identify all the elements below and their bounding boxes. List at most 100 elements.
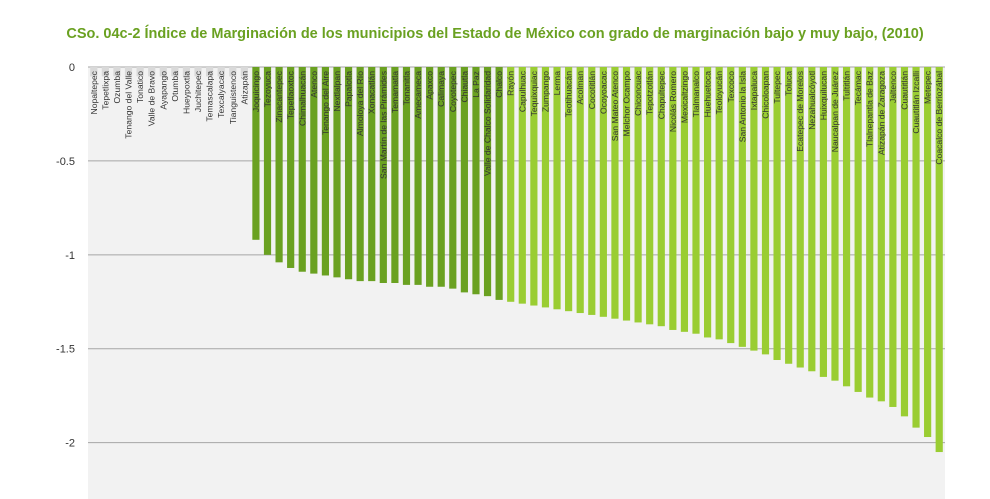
bar xyxy=(541,67,550,308)
bar xyxy=(576,67,584,314)
bar xyxy=(182,67,191,77)
category-label: Naucalpan de Juárez xyxy=(830,71,840,152)
category-label: Huixquilucan xyxy=(818,71,828,120)
bar xyxy=(321,67,330,276)
bar xyxy=(402,67,411,285)
category-label: Cuautitlán Izcalli xyxy=(911,71,921,134)
category-label: Chalco xyxy=(494,71,504,98)
category-label: San Mateo Atenco xyxy=(610,71,620,141)
bar xyxy=(912,67,920,428)
category-label: Valle de Bravo xyxy=(147,71,157,126)
bar xyxy=(900,67,909,417)
bar xyxy=(785,67,793,364)
bar xyxy=(333,67,341,278)
category-label: Atizapán xyxy=(239,71,249,105)
category-label: Mexicaltzingo xyxy=(679,71,689,123)
bar xyxy=(298,67,306,272)
category-label: Temamatla xyxy=(390,71,400,113)
category-label: La Paz xyxy=(471,71,481,98)
category-label: Chimalhuacán xyxy=(297,71,307,126)
bar xyxy=(252,67,260,240)
bar xyxy=(124,67,133,77)
bar xyxy=(206,67,214,77)
bar xyxy=(703,67,712,338)
category-label: Atizapán de Zaragoza xyxy=(876,71,886,155)
category-label: Ayapango xyxy=(158,71,168,110)
bar xyxy=(680,67,689,332)
category-label: San Martín de las Pirámides xyxy=(378,71,388,179)
bar xyxy=(391,67,399,283)
bar xyxy=(646,67,654,325)
category-label: Nicolás Romero xyxy=(668,71,678,132)
bar xyxy=(229,67,237,77)
bar xyxy=(877,67,885,402)
category-label: San Antonio la Isla xyxy=(737,71,747,142)
category-label: Cocotitlán xyxy=(587,71,597,109)
category-label: Chiconcuac xyxy=(633,70,643,116)
bar xyxy=(159,67,167,77)
bar xyxy=(935,67,943,453)
bar xyxy=(171,67,179,77)
category-label: Tlalmanalco xyxy=(691,71,701,118)
bar xyxy=(866,67,874,398)
bar xyxy=(750,67,758,351)
category-label: Ixtapaluca xyxy=(749,71,759,110)
bar xyxy=(263,67,272,255)
category-label: Capulhuac xyxy=(517,70,527,112)
y-tick-label: 0 xyxy=(69,62,75,74)
category-label: Atenco xyxy=(309,71,319,98)
category-label: Ozumba xyxy=(112,71,122,104)
category-label: Tequixquiac xyxy=(529,70,539,116)
bar xyxy=(460,67,468,293)
bar xyxy=(715,67,723,340)
bar xyxy=(889,67,897,407)
chart-title: CSo. 04c-2 Índice de Marginación de los … xyxy=(66,26,924,42)
category-label: Tenango del Valle xyxy=(124,71,134,139)
category-label: Almoloya del Río xyxy=(355,71,365,136)
bar xyxy=(808,67,816,372)
category-label: Tecámac xyxy=(853,70,863,105)
bar xyxy=(344,67,353,280)
category-label: Nopaltepec xyxy=(89,70,99,114)
category-label: Juchitepec xyxy=(193,70,203,112)
category-label: Coyotepec xyxy=(448,70,458,112)
bar xyxy=(437,67,445,287)
y-tick-label: -1.5 xyxy=(56,344,75,356)
category-label: Tezoyuca xyxy=(263,71,273,108)
category-label: Tonatico xyxy=(135,71,145,103)
category-label: Tonanitla xyxy=(401,71,411,106)
bar xyxy=(379,67,387,283)
bar xyxy=(924,67,932,438)
category-label: Rayón xyxy=(506,71,516,96)
category-label: Chiautla xyxy=(459,71,469,103)
category-label: Metepec xyxy=(923,70,933,104)
category-label: Jaltenco xyxy=(888,71,898,103)
category-label: Nezahualcóyotl xyxy=(807,71,817,130)
bar xyxy=(565,67,573,312)
bar xyxy=(773,67,781,361)
bar xyxy=(518,67,526,304)
category-label: Cuautitlán xyxy=(899,71,909,110)
bar xyxy=(194,67,202,77)
category-label: Valle de Chalco Solidaridad xyxy=(483,71,493,176)
plot-area xyxy=(88,67,945,499)
bar xyxy=(217,67,225,77)
bar xyxy=(761,67,770,355)
category-label: Texcalyacac xyxy=(216,70,226,118)
bar xyxy=(136,67,144,77)
category-label: Teotihuacán xyxy=(564,71,574,118)
category-label: Zinacantepec xyxy=(274,70,284,122)
bar xyxy=(553,67,561,310)
category-label: Chapultepec xyxy=(656,70,666,119)
category-label: Lerma xyxy=(552,71,562,96)
bar xyxy=(426,67,434,287)
category-label: Calimaya xyxy=(436,71,446,107)
category-label: Temascalapa xyxy=(205,71,215,122)
category-label: Tenango del Aire xyxy=(320,71,330,135)
bar xyxy=(842,67,851,387)
category-label: Tultitlán xyxy=(842,71,852,101)
bar xyxy=(90,67,98,77)
category-label: Tultepec xyxy=(772,70,782,103)
bar xyxy=(101,67,109,77)
bar xyxy=(275,67,283,263)
